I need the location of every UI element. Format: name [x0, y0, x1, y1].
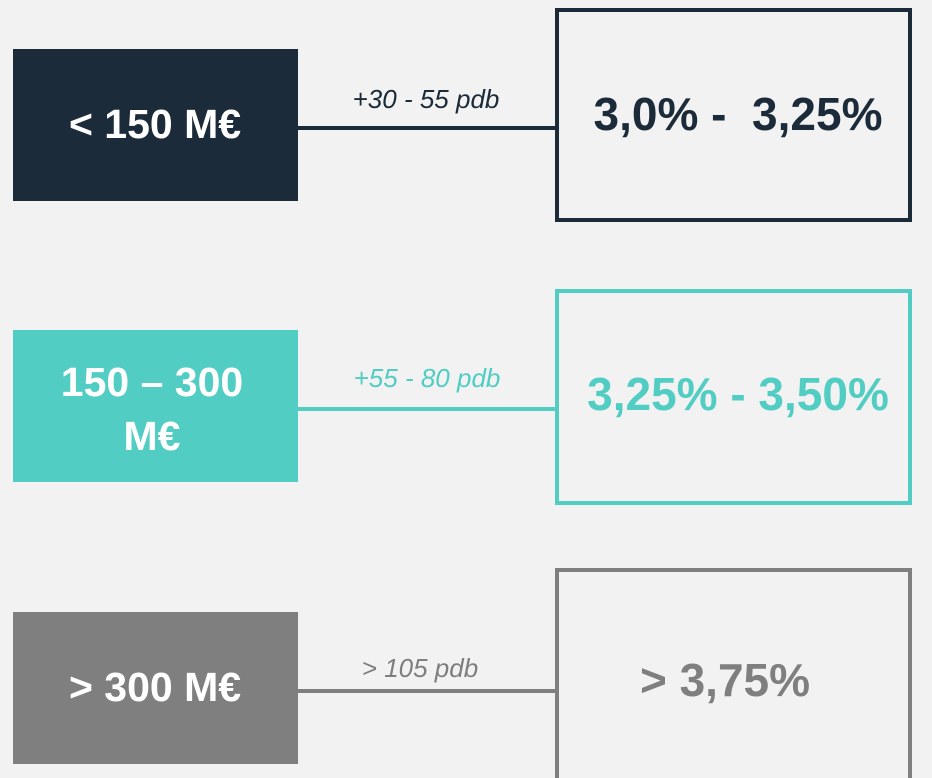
row: < 150 M€ +30 - 55 pdb 3,0% - 3,25% [13, 8, 912, 222]
connector-label: > 105 pdb [362, 653, 478, 683]
size-label: M€ [124, 413, 181, 459]
range-box [555, 568, 912, 778]
connector-label: +30 - 55 pdb [353, 84, 500, 114]
size-box [13, 330, 298, 482]
size-box [13, 49, 298, 201]
range-box [555, 289, 912, 505]
size-label: > 300 M€ [69, 664, 241, 710]
size-label: 150 – 300 [61, 359, 243, 405]
range-box [555, 8, 912, 222]
range-label: > 3,75% [640, 654, 810, 706]
range-label: 3,25% - 3,50% [587, 368, 889, 420]
range-label: 3,0% - 3,25% [594, 88, 883, 140]
size-box [13, 612, 298, 764]
row: > 300 M€ > 105 pdb > 3,75% [13, 568, 912, 778]
row: 150 – 300 M€ +55 - 80 pdb 3,25% - 3,50% [13, 289, 912, 505]
size-label: < 150 M€ [69, 101, 241, 147]
connector-label: +55 - 80 pdb [354, 363, 501, 393]
